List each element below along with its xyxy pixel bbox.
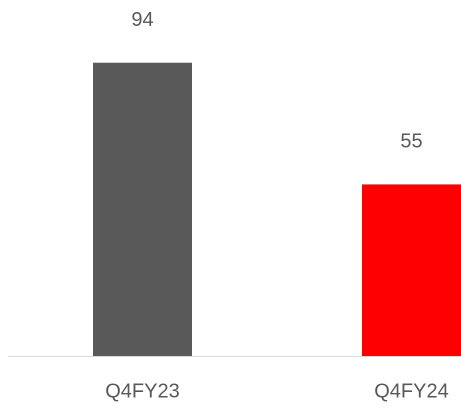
bar (93, 62, 192, 356)
x-tick-label: Q4FY23 (105, 380, 179, 402)
bar (362, 184, 461, 356)
data-label: 94 (131, 9, 153, 31)
data-label: 55 (400, 131, 422, 153)
x-tick-label: Q4FY24 (374, 380, 448, 402)
